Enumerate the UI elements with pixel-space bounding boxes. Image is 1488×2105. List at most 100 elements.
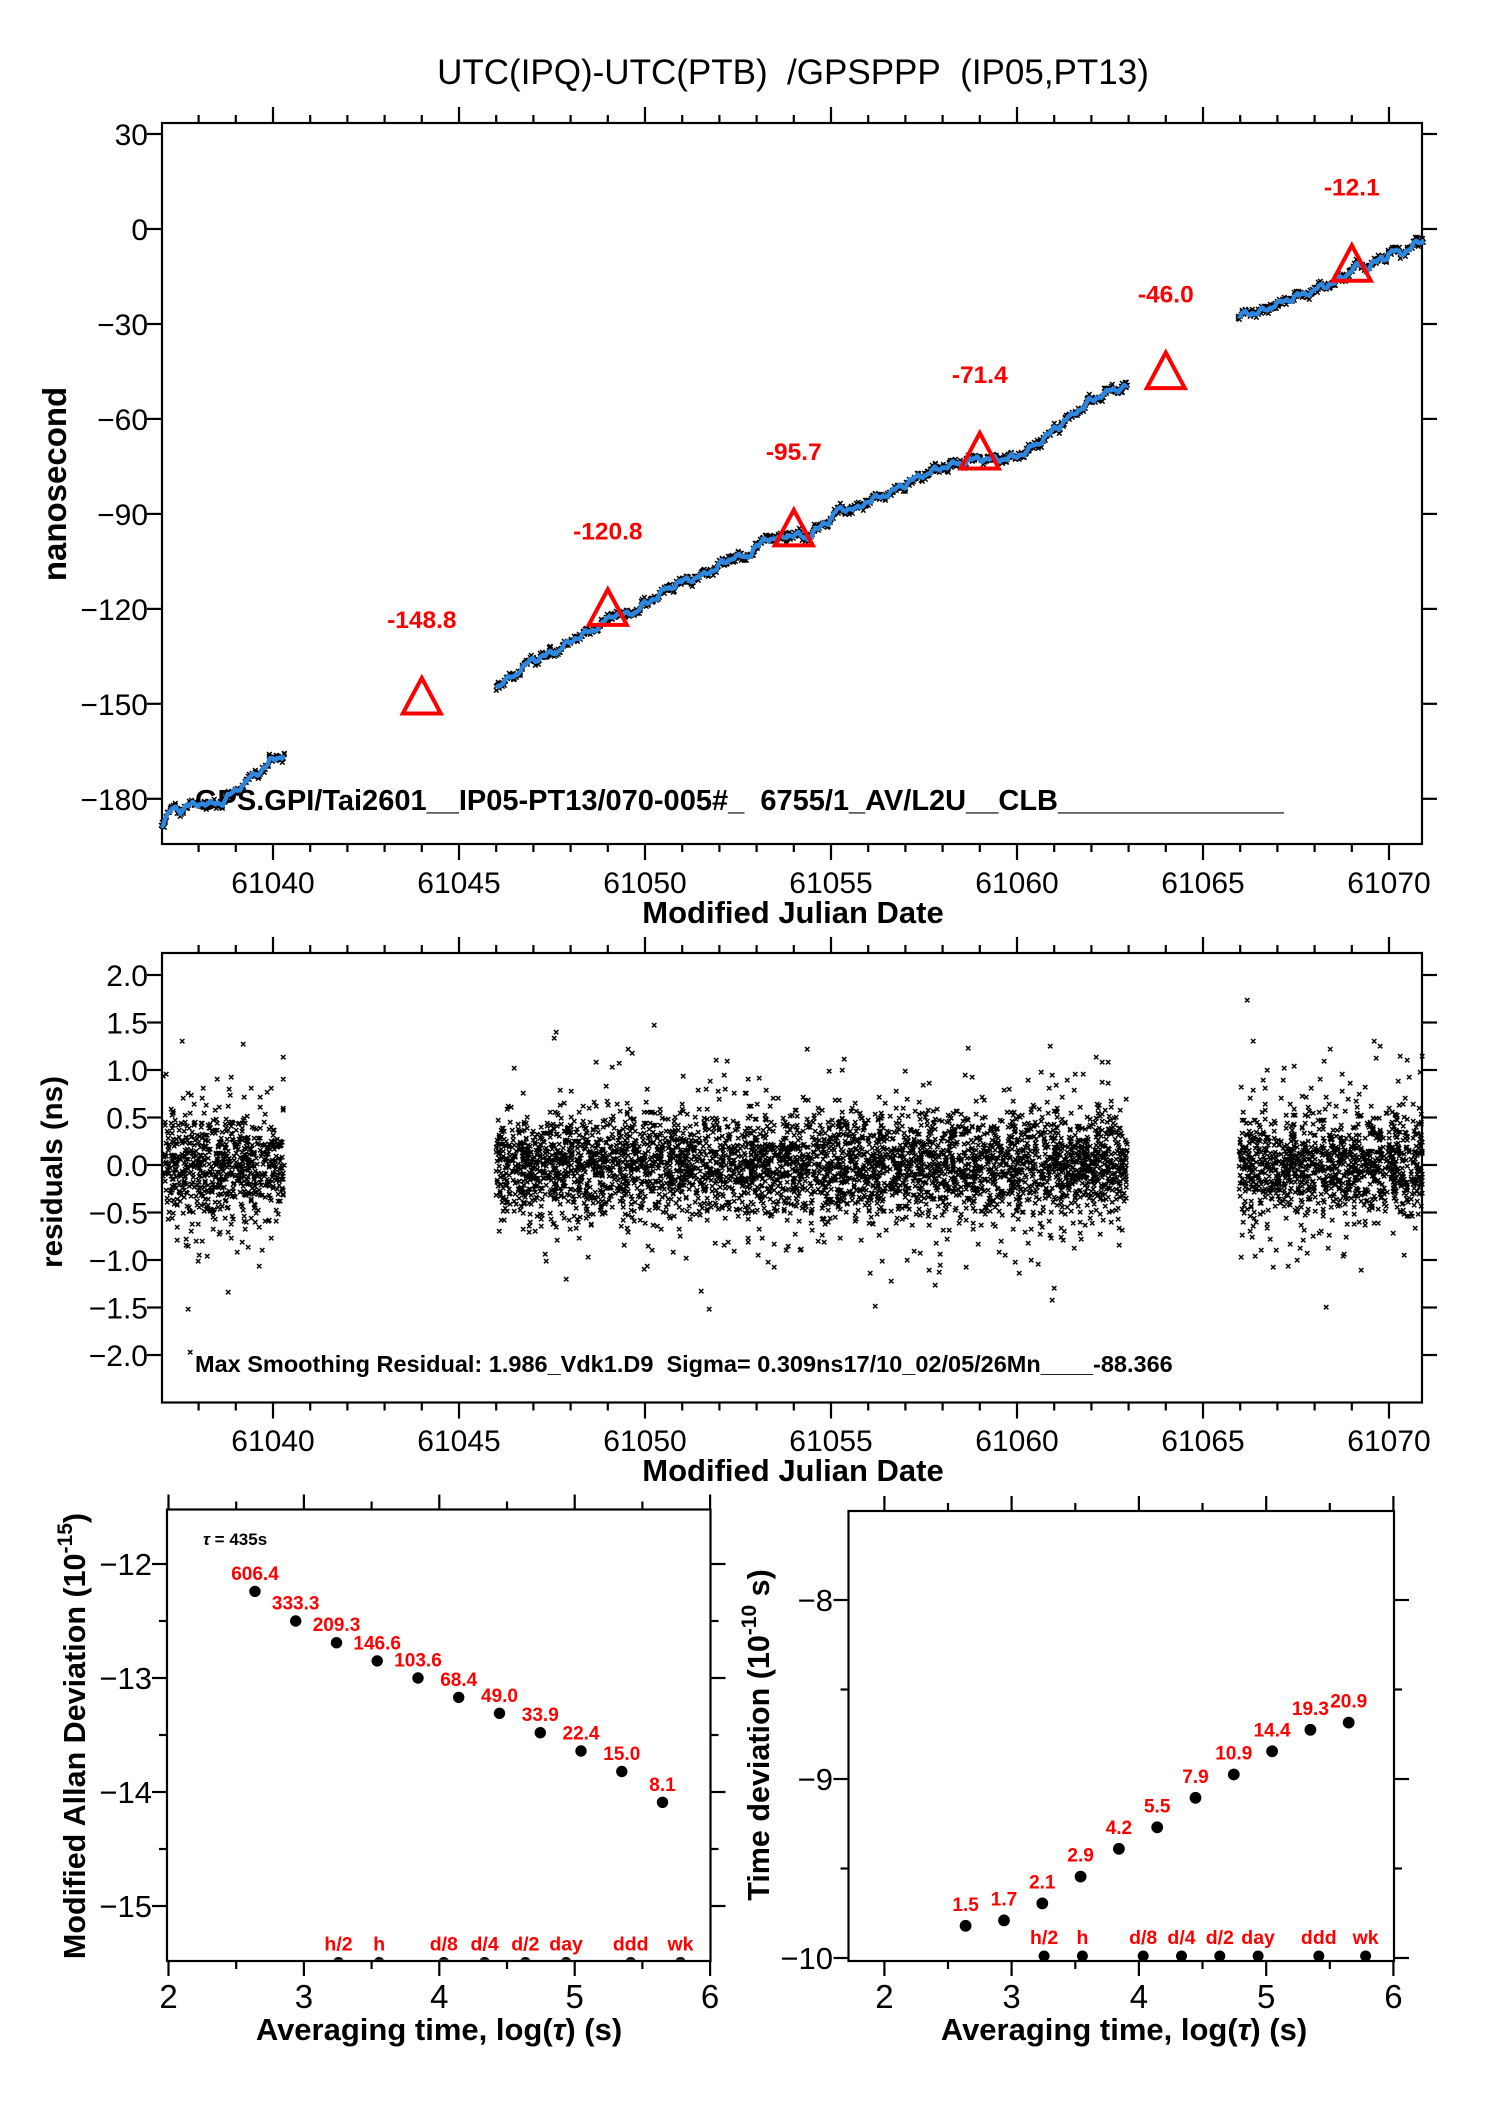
svg-text:−13: −13 <box>99 1661 152 1696</box>
svg-text:Averaging time, log(τ) (s): Averaging time, log(τ) (s) <box>941 2012 1307 2047</box>
svg-text:1.0: 1.0 <box>106 1055 148 1088</box>
svg-text:14.4: 14.4 <box>1254 1720 1291 1741</box>
svg-text:Averaging time, log(τ) (s): Averaging time, log(τ) (s) <box>256 2012 622 2047</box>
svg-text:−180: −180 <box>80 784 148 817</box>
svg-text:0.5: 0.5 <box>106 1103 148 1136</box>
svg-text:Modified Julian Date: Modified Julian Date <box>642 1453 943 1488</box>
svg-text:Modified Julian Date: Modified Julian Date <box>642 895 943 930</box>
svg-text:61065: 61065 <box>1161 1425 1244 1458</box>
svg-text:0.0: 0.0 <box>106 1150 148 1183</box>
svg-text:61055: 61055 <box>789 867 872 900</box>
svg-text:−1.0: −1.0 <box>89 1245 148 1278</box>
svg-text:-71.4: -71.4 <box>952 362 1008 389</box>
svg-text:h: h <box>373 1934 385 1956</box>
svg-text:146.6: 146.6 <box>353 1633 401 1654</box>
svg-text:residuals (ns): residuals (ns) <box>36 1076 69 1268</box>
svg-text:2: 2 <box>875 1978 893 2015</box>
svg-text:6: 6 <box>1384 1978 1402 2015</box>
svg-text:61060: 61060 <box>975 867 1058 900</box>
svg-text:61060: 61060 <box>975 1425 1058 1458</box>
svg-text:61050: 61050 <box>603 1425 686 1458</box>
svg-text:4: 4 <box>430 1978 448 2015</box>
svg-text:22.4: 22.4 <box>563 1724 600 1745</box>
svg-text:day: day <box>1241 1927 1275 1949</box>
svg-text:33.9: 33.9 <box>522 1705 559 1726</box>
svg-text:3: 3 <box>1002 1978 1020 2015</box>
svg-text:61040: 61040 <box>231 867 314 900</box>
svg-text:-148.8: -148.8 <box>387 607 456 634</box>
svg-text:−10: −10 <box>780 1941 833 1976</box>
svg-text:h: h <box>1076 1927 1088 1949</box>
svg-text:ddd: ddd <box>613 1934 649 1956</box>
svg-text:333.3: 333.3 <box>272 1594 320 1615</box>
svg-text:−150: −150 <box>80 689 148 722</box>
svg-text:2.1: 2.1 <box>1029 1872 1056 1893</box>
svg-text:30: 30 <box>115 119 148 152</box>
svg-text:-95.7: -95.7 <box>766 439 822 466</box>
svg-text:61040: 61040 <box>231 1425 314 1458</box>
svg-text:2.0: 2.0 <box>106 960 148 993</box>
svg-text:d/2: d/2 <box>1206 1927 1234 1949</box>
svg-text:61070: 61070 <box>1347 1425 1430 1458</box>
svg-text:61050: 61050 <box>603 867 686 900</box>
svg-text:−120: −120 <box>80 594 148 627</box>
svg-text:nanosecond: nanosecond <box>36 387 73 581</box>
svg-text:61070: 61070 <box>1347 867 1430 900</box>
svg-text:209.3: 209.3 <box>313 1615 361 1636</box>
svg-text:day: day <box>549 1934 583 1956</box>
svg-text:5: 5 <box>566 1978 584 2015</box>
svg-text:−30: −30 <box>97 309 148 342</box>
svg-text:606.4: 606.4 <box>231 1564 279 1585</box>
svg-text:19.3: 19.3 <box>1292 1699 1329 1720</box>
svg-text:-120.8: -120.8 <box>573 518 642 545</box>
svg-text:ddd: ddd <box>1301 1927 1337 1949</box>
svg-text:−0.5: −0.5 <box>89 1198 148 1231</box>
svg-text:wk: wk <box>1352 1927 1379 1949</box>
svg-text:10.9: 10.9 <box>1215 1744 1252 1765</box>
svg-text:4: 4 <box>1130 1978 1148 2015</box>
svg-text:20.9: 20.9 <box>1330 1692 1367 1713</box>
svg-text:-46.0: -46.0 <box>1138 282 1194 309</box>
svg-text:−1.5: −1.5 <box>89 1293 148 1326</box>
svg-text:15.0: 15.0 <box>603 1744 640 1765</box>
svg-text:d/4: d/4 <box>1167 1927 1195 1949</box>
svg-text:d/8: d/8 <box>430 1934 458 1956</box>
svg-text:1.7: 1.7 <box>991 1889 1017 1910</box>
svg-text:0: 0 <box>131 214 148 247</box>
svg-text:1.5: 1.5 <box>952 1895 979 1916</box>
svg-text:61055: 61055 <box>789 1425 872 1458</box>
svg-text:−2.0: −2.0 <box>89 1340 148 1373</box>
svg-text:61045: 61045 <box>417 1425 500 1458</box>
svg-text:d/4: d/4 <box>471 1934 499 1956</box>
svg-text:3: 3 <box>295 1978 313 2015</box>
svg-text:Modified Allan Deviation (10-1: Modified Allan Deviation (10-15) <box>54 1513 92 1959</box>
svg-text:h/2: h/2 <box>324 1934 352 1956</box>
svg-text:61045: 61045 <box>417 867 500 900</box>
svg-text:1.5: 1.5 <box>106 1008 148 1041</box>
svg-text:−14: −14 <box>99 1775 152 1810</box>
svg-text:Max Smoothing Residual: 1.986_: Max Smoothing Residual: 1.986_Vdk1.D9 Si… <box>195 1351 1173 1377</box>
svg-text:−9: −9 <box>798 1762 833 1797</box>
svg-text:−15: −15 <box>99 1889 152 1924</box>
svg-text:6: 6 <box>701 1978 719 2015</box>
svg-text:−90: −90 <box>97 499 148 532</box>
svg-text:49.0: 49.0 <box>481 1686 518 1707</box>
svg-text:d/8: d/8 <box>1129 1927 1157 1949</box>
svg-text:61065: 61065 <box>1161 867 1244 900</box>
svg-text:4.2: 4.2 <box>1106 1818 1132 1839</box>
svg-text:−8: −8 <box>798 1583 833 1618</box>
svg-text:h/2: h/2 <box>1030 1927 1058 1949</box>
svg-text:2: 2 <box>159 1978 177 2015</box>
svg-text:−12: −12 <box>99 1547 152 1582</box>
svg-text:7.9: 7.9 <box>1182 1767 1208 1788</box>
svg-text:5.5: 5.5 <box>1144 1796 1171 1817</box>
svg-text:103.6: 103.6 <box>394 1651 442 1672</box>
svg-text:68.4: 68.4 <box>440 1670 477 1691</box>
svg-text:τ = 435s: τ = 435s <box>203 1530 267 1549</box>
svg-text:2.9: 2.9 <box>1067 1846 1093 1867</box>
svg-text:8.1: 8.1 <box>649 1775 676 1796</box>
svg-text:UTC(IPQ)-UTC(PTB) /GPSPPP (I: UTC(IPQ)-UTC(PTB) /GPSPPP (IP05,PT13) <box>437 53 1149 92</box>
svg-text:d/2: d/2 <box>511 1934 539 1956</box>
svg-text:5: 5 <box>1257 1978 1275 2015</box>
svg-text:−60: −60 <box>97 404 148 437</box>
